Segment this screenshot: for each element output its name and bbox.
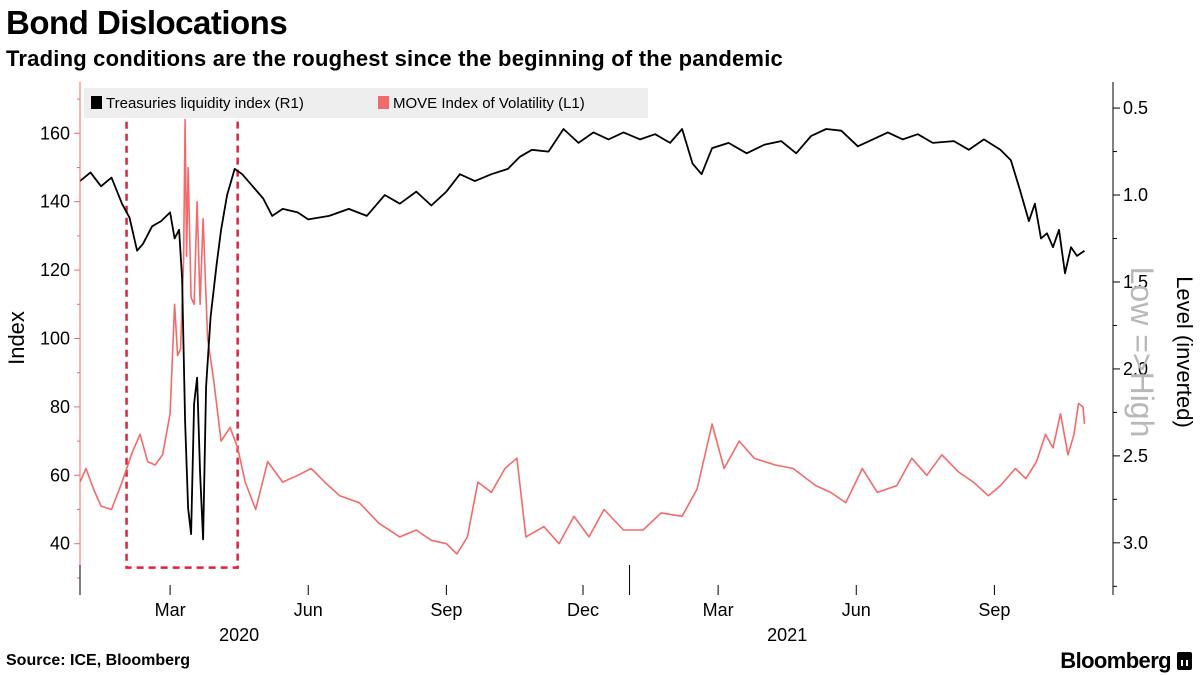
legend-swatch-move xyxy=(378,96,389,109)
treasuries-liquidity-line xyxy=(79,128,1086,541)
left-axis-tick-label: 100 xyxy=(40,329,70,349)
brand-name: Bloomberg xyxy=(1060,648,1171,673)
legend-background xyxy=(84,88,648,118)
x-axis-tick-label: Dec xyxy=(567,600,599,620)
legend-swatch-liquidity xyxy=(91,96,102,109)
left-axis-tick-label: 120 xyxy=(40,260,70,280)
right-axis-tick-label: 2.0 xyxy=(1123,359,1148,379)
low-high-annotation: Low =>High xyxy=(1124,267,1160,438)
x-axis-tick-label: Jun xyxy=(842,600,871,620)
right-axis-tick-label: 1.5 xyxy=(1123,272,1148,292)
series-layer xyxy=(79,118,1086,555)
chart-subtitle: Trading conditions are the roughest sinc… xyxy=(6,46,783,71)
bloomberg-terminal-icon xyxy=(1177,652,1192,670)
left-axis-tick-label: 40 xyxy=(50,534,70,554)
left-axis-tick-label: 140 xyxy=(40,192,70,212)
highlight-box-layer xyxy=(125,111,239,569)
left-axis-tick-label: 160 xyxy=(40,123,70,143)
bloomberg-logo: Bloomberg xyxy=(1060,648,1192,674)
left-axis-tick-label: 80 xyxy=(50,397,70,417)
legend: Treasuries liquidity index (R1) MOVE Ind… xyxy=(84,88,648,118)
right-axis-tick-label: 2.5 xyxy=(1123,446,1148,466)
x-axis-tick-label: Sep xyxy=(430,600,462,620)
left-axis-title: Index xyxy=(4,311,29,365)
left-axis-tick-label: 60 xyxy=(50,465,70,485)
right-axis-tick-label: 3.0 xyxy=(1123,533,1148,553)
chart-title: Bond Dislocations xyxy=(6,4,288,41)
legend-label-liquidity: Treasuries liquidity index (R1) xyxy=(106,95,304,112)
move-index-line xyxy=(79,118,1086,555)
highlight-box xyxy=(125,111,239,569)
legend-label-move: MOVE Index of Volatility (L1) xyxy=(393,95,585,112)
x-axis-year-label: 2020 xyxy=(219,625,259,645)
x-axis-tick-label: Mar xyxy=(155,600,186,620)
x-axis-year-label: 2021 xyxy=(767,625,807,645)
right-axis-tick-label: 1.0 xyxy=(1123,185,1148,205)
right-axis-tick-label: 0.5 xyxy=(1123,98,1148,118)
x-axis-tick-label: Mar xyxy=(703,600,734,620)
x-axis-tick-label: Jun xyxy=(294,600,323,620)
right-axis-title: Level (inverted) xyxy=(1172,276,1197,428)
axis-layer: 40 60 80 100 120 140 160 0.5 1.0 1.5 2.0 2.5 3.0 Mar J… xyxy=(40,82,1148,645)
x-axis-tick-label: Sep xyxy=(978,600,1010,620)
source-note: Source: ICE, Bloomberg xyxy=(6,652,191,669)
